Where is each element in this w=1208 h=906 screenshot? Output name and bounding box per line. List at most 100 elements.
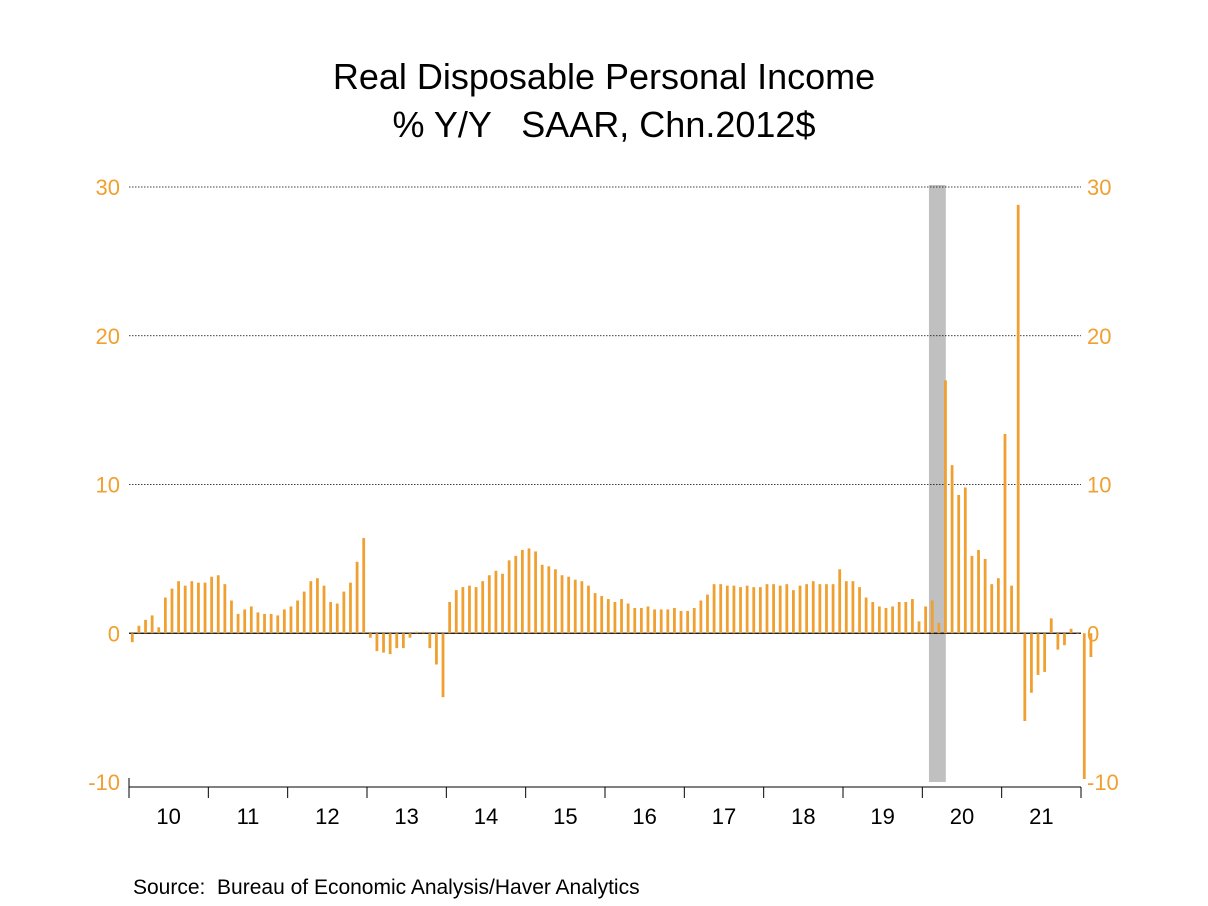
bar [157,627,161,634]
bar [712,584,716,634]
bar [468,585,471,634]
bar [1023,633,1027,722]
bar [177,581,180,634]
bar [871,602,875,634]
bar [335,603,339,634]
bar [692,607,696,634]
bar [276,615,280,634]
bar [679,610,683,634]
bar [725,585,729,634]
bar [996,578,1000,634]
bar [1069,628,1073,634]
bar [1076,633,1080,634]
bar [230,600,233,634]
y-tick-label-left: 10 [96,473,120,498]
bar [375,633,379,652]
bar [494,570,498,634]
bar [818,584,822,634]
bar [633,607,637,634]
bar [1030,633,1033,693]
bar [917,621,921,634]
bar [937,622,941,634]
bar [990,584,994,634]
bar [983,558,987,634]
y-tick-label-right: 10 [1087,473,1111,498]
bar [970,555,974,634]
bar [487,575,491,634]
bar [144,619,147,634]
bar [666,609,670,634]
bar [150,615,154,634]
bar [772,584,775,634]
y-tick-label-right: 20 [1087,324,1111,349]
bar [269,613,273,634]
bar [1036,633,1040,675]
x-tick-label: 11 [237,804,260,829]
bar [401,633,405,649]
bar [428,633,432,649]
bar [137,625,141,634]
bar [626,603,630,634]
bar [732,585,736,634]
bar [864,597,868,634]
bar [600,596,604,634]
bar [527,548,531,634]
bar [699,600,703,634]
y-tick-label-left: -10 [88,770,120,795]
bar [798,585,802,634]
bar [547,566,551,634]
bar [778,585,782,634]
bar [507,560,511,634]
bar [1043,633,1047,672]
bar [514,555,518,634]
bar [388,633,392,655]
bar [520,549,524,634]
bar [382,633,385,653]
bar [831,584,835,634]
bar [587,585,590,634]
bar [950,465,954,634]
bar [811,581,815,634]
grid-layer [129,186,1081,634]
bar [421,631,425,634]
bar [851,581,855,634]
bar [441,633,445,698]
bar [805,584,809,634]
bar [580,581,584,634]
bar [719,584,723,634]
bar [368,633,372,638]
bar [243,609,247,634]
bar [891,606,894,634]
y-tick-label-left: 30 [96,175,120,200]
bar [745,585,749,634]
bar [930,600,934,634]
bar [474,587,478,634]
bar [1016,204,1020,634]
bar [904,602,908,634]
x-axis-labels: 10 11 12 13 14 15 16 17 18 19 20 21 [156,804,1053,829]
bar [1003,433,1007,634]
bar [765,584,769,634]
x-tick-label: 20 [950,804,974,829]
bar [884,607,888,634]
bar [216,575,220,634]
bar [210,576,214,634]
bar [1089,633,1093,658]
x-tick-label: 17 [712,804,736,829]
x-tick-label: 21 [1029,804,1053,829]
chart-subtitle: % Y/Y SAAR, Chn.2012$ [392,104,816,145]
bar [560,575,564,634]
bar [567,576,571,634]
bar [838,569,842,634]
bar [454,590,458,634]
bar [963,487,967,634]
bar [825,584,828,634]
bar [170,588,174,634]
bar [322,585,326,634]
y-tick-label-left: 0 [108,621,120,646]
x-tick-label: 19 [870,804,894,829]
bar [501,573,504,634]
bar [197,582,200,634]
bar [758,587,762,634]
